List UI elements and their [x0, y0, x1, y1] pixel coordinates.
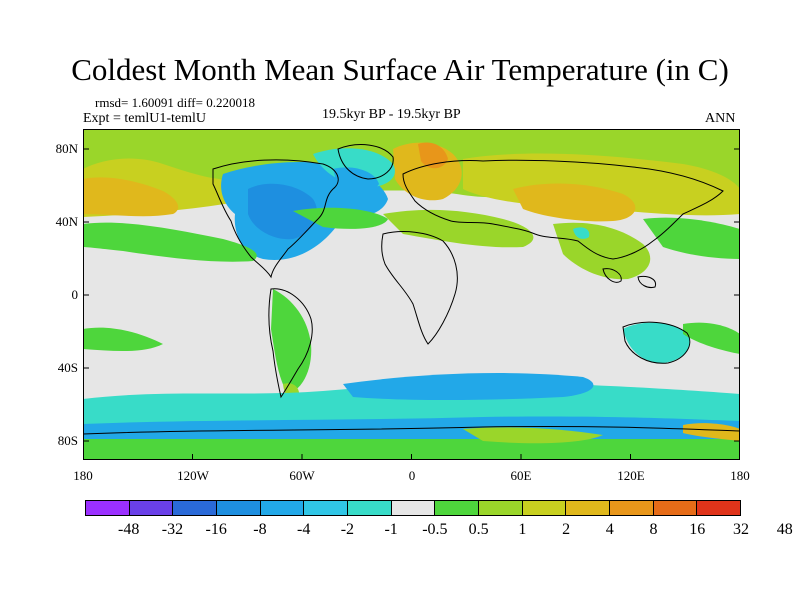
mediterranean-green — [383, 209, 534, 248]
labrador-sea-cold — [333, 167, 379, 193]
period-label: 19.5kyr BP - 19.5kyr BP — [322, 107, 461, 122]
south-pacific-green — [83, 327, 163, 352]
colorbar-label: -4 — [296, 521, 311, 538]
tibet-spot — [573, 227, 590, 239]
colorbar-label: -1 — [384, 521, 398, 538]
australia-cold — [623, 322, 691, 363]
north-america-outline — [212, 159, 339, 279]
lat-label-80n: 80N — [55, 141, 78, 156]
east-antarctica-yellow — [463, 427, 603, 444]
temperature-map — [83, 129, 740, 460]
lat-label-80s: 80S — [57, 433, 78, 448]
colorbar-label: -16 — [205, 521, 227, 538]
colorbar — [85, 500, 741, 516]
experiment-label: Expt = temlU1-temlU — [83, 111, 206, 126]
colorbar-label: 16 — [689, 521, 706, 538]
antarctica-outline — [83, 425, 740, 435]
colorbar-cell — [260, 501, 305, 515]
chart-title: Coldest Month Mean Surface Air Temperatu… — [71, 52, 729, 87]
colorbar-label: 32 — [733, 521, 749, 538]
colorbar-cell — [479, 501, 523, 515]
colorbar-cell — [348, 501, 392, 515]
africa-outline — [381, 231, 458, 345]
colorbar-cell — [129, 501, 174, 515]
eurasia-outline — [402, 159, 724, 260]
colorbar-cell — [217, 501, 261, 515]
ross-sea-orange — [683, 423, 740, 441]
lat-ticks — [83, 148, 740, 442]
colorbar-cell — [653, 501, 698, 515]
west-pacific-green — [643, 217, 740, 259]
south-america-outline — [268, 288, 313, 399]
colorbar-cell — [435, 501, 480, 515]
lat-label-40s: 40S — [57, 360, 78, 375]
southern-ocean-colder — [343, 373, 594, 400]
colorbar-label: 48 — [776, 521, 793, 538]
north-pacific-green — [83, 222, 257, 262]
lon-label-180-left: 180 — [73, 468, 93, 483]
north-america-colder — [248, 183, 317, 240]
lon-label-120e: 120E — [617, 468, 645, 483]
colorbar-label: -2 — [340, 521, 355, 538]
lon-label-0: 0 — [408, 468, 416, 483]
lon-ticks — [192, 454, 631, 460]
north-atlantic-green — [293, 207, 388, 229]
lon-label-60w: 60W — [289, 468, 315, 483]
lon-label-60e: 60E — [510, 468, 532, 483]
antarctica-green — [83, 439, 740, 460]
colorbar-cell — [697, 501, 741, 515]
colorbar-label: 1 — [518, 521, 527, 538]
colorbar-cell — [173, 501, 218, 515]
coastlines — [83, 144, 740, 435]
colorbar-cell — [86, 501, 130, 515]
colorbar-cell — [610, 501, 654, 515]
south-america-green — [271, 289, 312, 394]
stats-text: rmsd= 1.60091 diff= 0.220018 — [95, 95, 255, 110]
islands-outline — [602, 268, 657, 288]
alaska-orange — [83, 177, 179, 217]
colorbar-cell — [522, 501, 567, 515]
lat-label-0: 0 — [71, 287, 79, 302]
colorbar-label: -48 — [118, 521, 140, 538]
colorbar-label: 8 — [649, 521, 658, 538]
colorbar-cell — [304, 501, 349, 515]
lon-label-180-right: 180 — [730, 468, 750, 483]
colorbar-label: 2 — [562, 521, 571, 538]
lat-label-40n: 40N — [55, 214, 78, 229]
lon-label-120w: 120W — [177, 468, 209, 483]
colorbar-label: 0.5 — [468, 521, 489, 538]
greenland-outline — [337, 144, 394, 180]
colorbar-cell — [566, 501, 611, 515]
colorbar-label: -0.5 — [422, 521, 448, 538]
scandinavia-hot — [418, 142, 448, 169]
season-label: ANN — [705, 111, 736, 126]
central-asia-orange — [513, 183, 636, 222]
colorbar-label: 4 — [605, 521, 614, 538]
colorbar-label: -32 — [161, 521, 184, 538]
colorbar-cell — [391, 501, 436, 515]
colorbar-label: -8 — [253, 521, 267, 538]
tasman-green — [683, 322, 740, 354]
australia-outline — [622, 321, 691, 364]
